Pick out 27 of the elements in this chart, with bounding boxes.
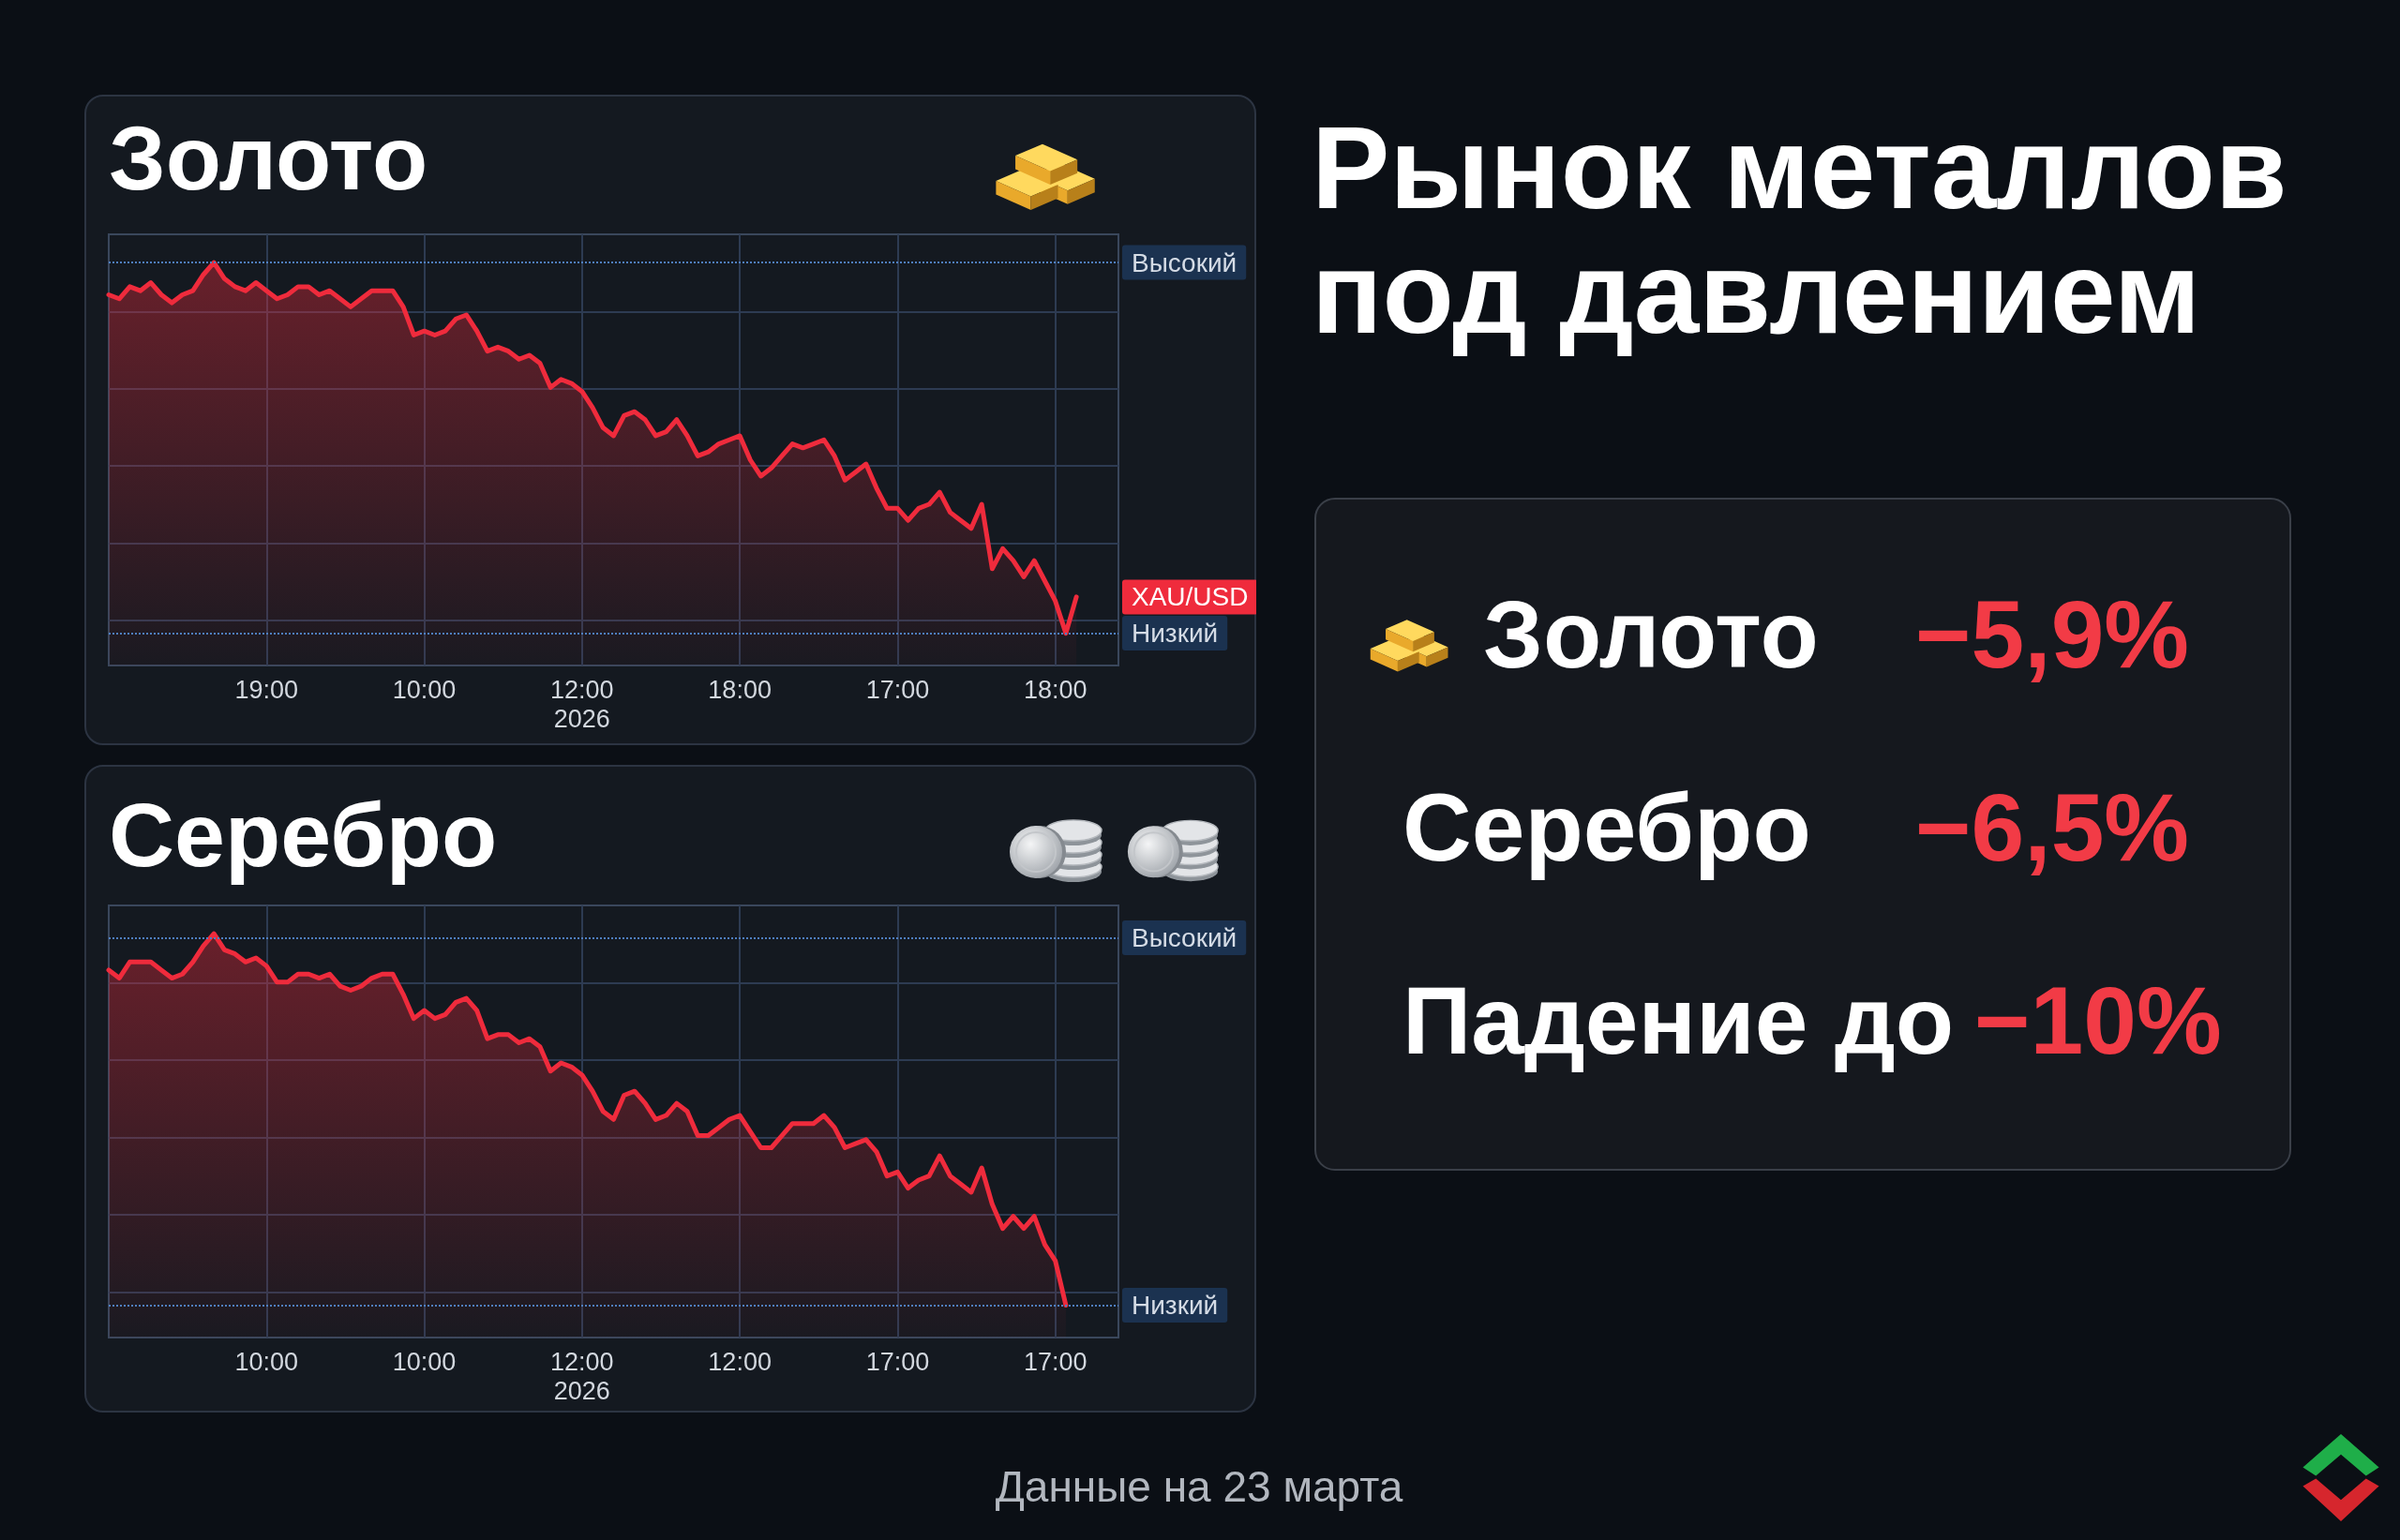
x-tick-label: 12:00 2026 [550, 1347, 614, 1405]
text: −6,5% [1915, 774, 2190, 881]
text: Золото [1483, 581, 1819, 688]
x-tick-label: 10:00 [392, 1347, 457, 1376]
chart-title: Золото [109, 107, 428, 210]
text: Рынок металлов под давлением [1312, 102, 2288, 357]
x-tick-label: 17:00 [1023, 1347, 1088, 1376]
x-tick-label: 10:00 [392, 675, 457, 704]
ref-line-label: Низкий [1132, 619, 1219, 649]
x-tick-label: 12:00 [708, 1347, 772, 1376]
text: −10% [1974, 967, 2222, 1074]
text: Данные на 23 марта [995, 1462, 1403, 1511]
text: −5,9% [1915, 581, 2190, 688]
ref-line-label: Высокий [1132, 922, 1238, 952]
ref-line-label: Низкий [1132, 1291, 1219, 1321]
x-tick-label: 19:00 [234, 675, 299, 704]
chart-title: Серебро [109, 784, 498, 887]
x-tick-label: 10:00 [234, 1347, 299, 1376]
text: Падение до [1402, 967, 1954, 1074]
x-tick-label: 17:00 [865, 675, 930, 704]
x-tick-label: 12:00 2026 [550, 675, 614, 733]
text: XAU/USD [1132, 582, 1249, 612]
x-tick-label: 18:00 [708, 675, 772, 704]
ref-line-label: Высокий [1132, 247, 1238, 277]
x-tick-label: 17:00 [865, 1347, 930, 1376]
text: Серебро [1402, 774, 1811, 881]
x-tick-label: 18:00 [1023, 675, 1088, 704]
